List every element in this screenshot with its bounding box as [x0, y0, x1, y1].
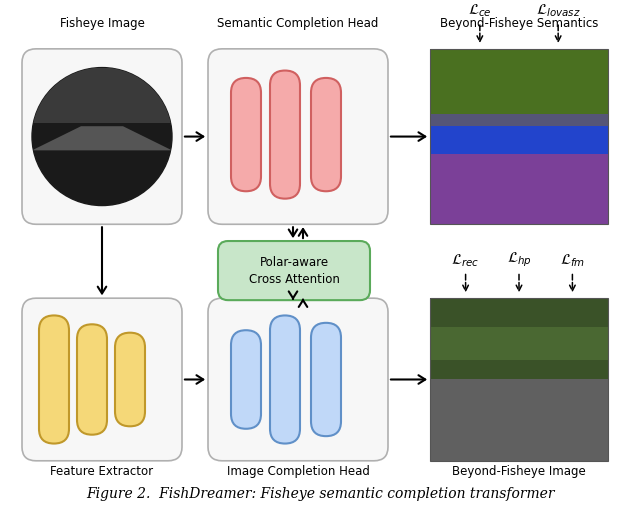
Text: Feature Extractor: Feature Extractor	[51, 465, 154, 478]
Text: $\mathcal{L}_{ce}$: $\mathcal{L}_{ce}$	[468, 3, 492, 19]
FancyBboxPatch shape	[77, 324, 107, 435]
FancyBboxPatch shape	[311, 78, 341, 191]
Bar	[430, 114, 608, 126]
Text: Beyond-Fisheye Image: Beyond-Fisheye Image	[452, 465, 586, 478]
Text: $\mathcal{L}_{rec}$: $\mathcal{L}_{rec}$	[451, 252, 480, 269]
Bar	[430, 49, 608, 114]
Circle shape	[32, 67, 172, 205]
FancyBboxPatch shape	[231, 78, 261, 191]
Bar	[430, 380, 608, 461]
FancyBboxPatch shape	[311, 323, 341, 436]
Text: Figure 2.  FishDreamer: Fisheye semantic completion transformer: Figure 2. FishDreamer: Fisheye semantic …	[86, 487, 554, 501]
Text: $\mathcal{L}_{hp}$: $\mathcal{L}_{hp}$	[507, 250, 531, 269]
Text: Fisheye Image: Fisheye Image	[60, 18, 145, 30]
Bar	[430, 298, 608, 461]
FancyBboxPatch shape	[208, 49, 388, 224]
Polygon shape	[32, 126, 172, 150]
FancyBboxPatch shape	[231, 330, 261, 429]
Bar	[430, 154, 608, 224]
Bar	[430, 298, 608, 380]
Bar	[430, 114, 608, 154]
Text: Polar-aware
Cross Attention: Polar-aware Cross Attention	[248, 255, 339, 286]
Bar	[430, 328, 608, 360]
Text: $\mathcal{L}_{lovasz}$: $\mathcal{L}_{lovasz}$	[536, 3, 580, 19]
Text: $\mathcal{L}_{fm}$: $\mathcal{L}_{fm}$	[560, 252, 585, 269]
FancyBboxPatch shape	[270, 71, 300, 199]
Text: Beyond-Fisheye Semantics: Beyond-Fisheye Semantics	[440, 18, 598, 30]
FancyBboxPatch shape	[22, 298, 182, 461]
FancyBboxPatch shape	[39, 315, 69, 443]
FancyBboxPatch shape	[22, 49, 182, 224]
FancyBboxPatch shape	[270, 315, 300, 443]
FancyBboxPatch shape	[208, 298, 388, 461]
Text: Image Completion Head: Image Completion Head	[227, 465, 369, 478]
Bar	[430, 49, 608, 224]
Text: Semantic Completion Head: Semantic Completion Head	[218, 18, 379, 30]
Polygon shape	[32, 67, 172, 123]
FancyBboxPatch shape	[115, 333, 145, 426]
FancyBboxPatch shape	[218, 241, 370, 300]
